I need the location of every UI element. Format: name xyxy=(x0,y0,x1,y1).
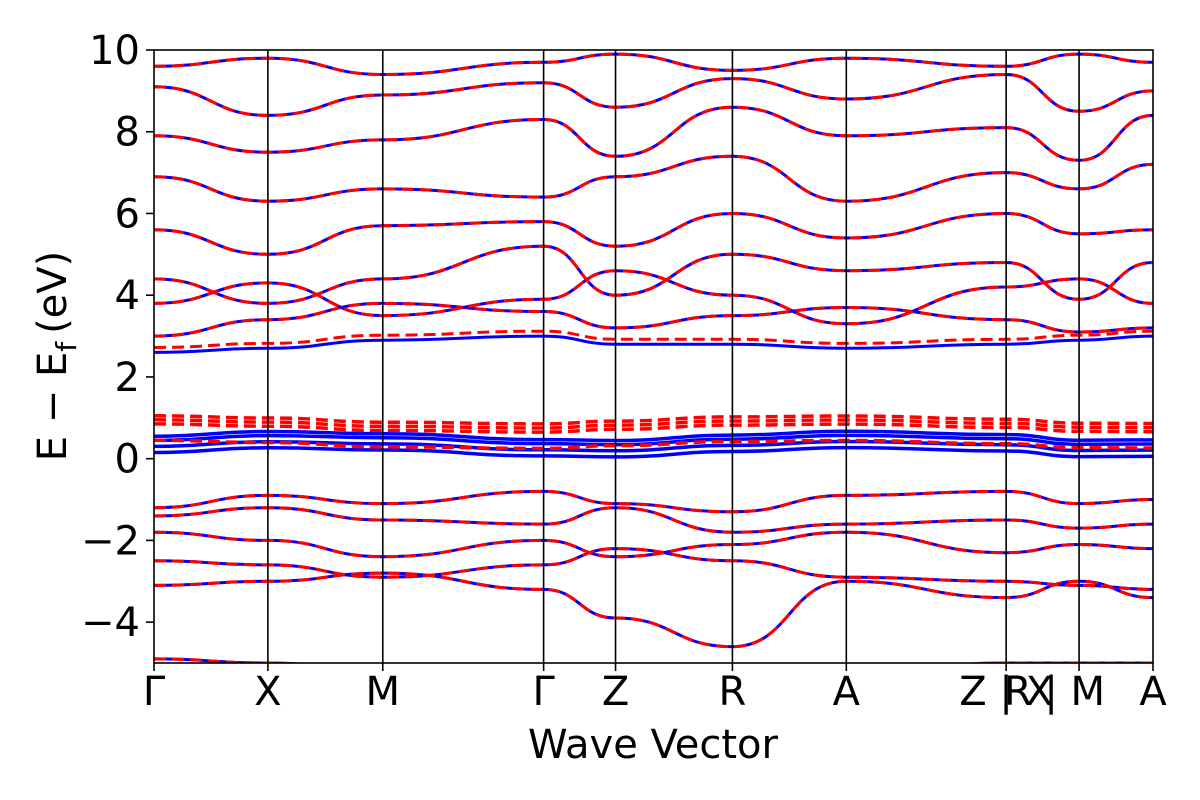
x-tick-label: Z xyxy=(602,669,629,715)
x-tick-label: R xyxy=(719,669,747,715)
band-line-red xyxy=(154,52,1153,77)
y-tick-label: −4 xyxy=(81,600,140,646)
y-tick-label: 10 xyxy=(89,28,140,74)
band-line-red xyxy=(154,154,1153,203)
x-tick-label: X xyxy=(254,669,281,715)
x-tick-label: A xyxy=(833,669,861,715)
band-line-red xyxy=(154,489,1153,514)
flat-band-red xyxy=(154,422,1153,434)
band-line-red xyxy=(154,329,1153,349)
y-axis-label-unit: (eV) xyxy=(30,251,76,334)
y-axis-label: E − Ef (eV) xyxy=(30,251,83,462)
flat-band-red xyxy=(154,438,1153,451)
x-tick-label: M xyxy=(366,669,401,715)
kpoint-lines xyxy=(267,50,1080,663)
x-tick-label: A xyxy=(1139,669,1167,715)
x-tick-label: R | M xyxy=(1004,669,1105,715)
x-tick-label: Z | X xyxy=(959,669,1053,715)
y-ticks: −4 −2 0 2 4 6 8 10 xyxy=(81,28,154,646)
x-ticks: Γ X M Γ Z R A Z | XR | M A xyxy=(143,663,1167,715)
flat-band-red xyxy=(154,414,1153,426)
x-tick-label: Γ xyxy=(532,669,555,715)
y-tick-label: 8 xyxy=(115,110,140,156)
y-tick-label: 6 xyxy=(115,191,140,237)
plot-frame xyxy=(153,49,1154,664)
flat-band-blue xyxy=(154,429,1153,443)
y-tick-label: −2 xyxy=(81,518,140,564)
band-line-red xyxy=(154,244,1153,305)
band-line-red xyxy=(154,269,1153,326)
y-tick-label: 4 xyxy=(115,273,140,319)
plot-area xyxy=(154,50,1153,663)
flat-band-blue xyxy=(154,445,1153,459)
y-tick-label: 0 xyxy=(115,437,140,483)
x-tick-label: Γ xyxy=(143,669,166,715)
y-tick-label: 2 xyxy=(115,355,140,401)
band-line-red xyxy=(154,211,1153,256)
y-axis-label-main: E − E xyxy=(30,352,76,462)
band-line-blue xyxy=(154,334,1153,354)
band-line-red xyxy=(154,506,1153,534)
band-line-red xyxy=(154,105,1153,162)
band-line-red xyxy=(154,571,1153,649)
flat-band-red xyxy=(154,418,1153,430)
band-line-red xyxy=(154,530,1153,559)
band-line-red xyxy=(154,547,1153,591)
band-line-red xyxy=(154,72,1153,117)
x-axis-label: Wave Vector xyxy=(528,722,779,768)
y-axis-label-subscript: f xyxy=(50,341,83,352)
band-lines xyxy=(154,52,1153,663)
band-line-red xyxy=(154,301,1153,338)
